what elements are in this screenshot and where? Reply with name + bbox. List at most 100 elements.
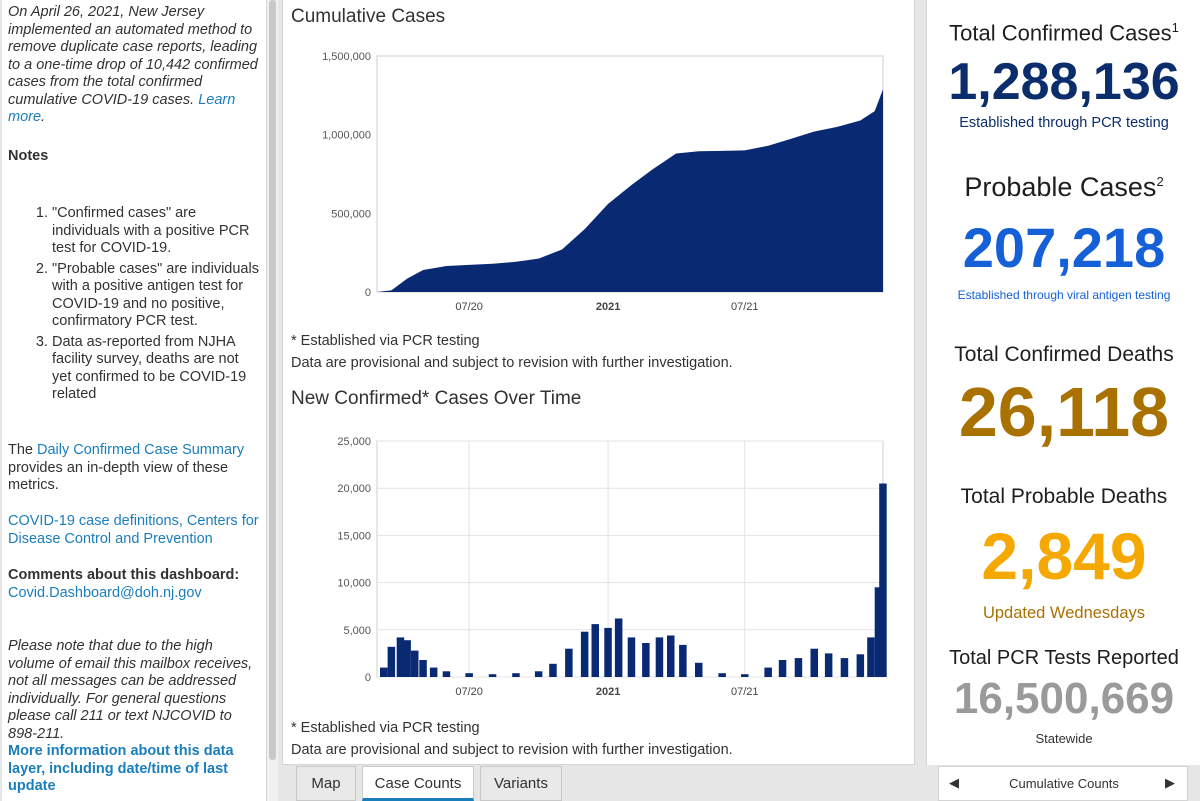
tab-map[interactable]: Map bbox=[296, 766, 356, 801]
stats-carousel-nav: ◀ Cumulative Counts ▶ bbox=[938, 766, 1188, 801]
new-cases-bar[interactable] bbox=[667, 635, 675, 678]
new-cases-bar[interactable] bbox=[642, 643, 650, 677]
new-cases-bar[interactable] bbox=[718, 673, 726, 677]
new-cases-bar[interactable] bbox=[465, 673, 473, 677]
new-cases-bar[interactable] bbox=[741, 674, 749, 677]
x-tick-label: 07/21 bbox=[731, 301, 759, 313]
notes-heading: Notes bbox=[8, 148, 49, 164]
new-cases-bar[interactable] bbox=[429, 667, 438, 677]
notes-scrollbar[interactable] bbox=[266, 0, 278, 801]
confirmed-cases-value: 1,288,136 bbox=[948, 53, 1180, 111]
y-tick-label: 1,000,000 bbox=[322, 130, 371, 142]
probable-cases-value: 207,218 bbox=[962, 216, 1166, 279]
new-cases-chart-title: New Confirmed* Cases Over Time bbox=[291, 388, 582, 409]
new-cases-bar[interactable] bbox=[488, 674, 497, 677]
confirmed-deaths-label: Total Confirmed Deaths bbox=[954, 343, 1174, 366]
new-cases-bar[interactable] bbox=[580, 631, 589, 677]
new-cases-bar[interactable] bbox=[380, 667, 388, 677]
provisional-note: Data are provisional and subject to revi… bbox=[291, 355, 733, 371]
new-cases-bar[interactable] bbox=[874, 587, 883, 677]
new-cases-bar[interactable] bbox=[840, 658, 849, 677]
new-cases-bar[interactable] bbox=[879, 483, 887, 678]
duplicate-removal-notice: On April 26, 2021, New Jersey implemente… bbox=[8, 4, 258, 126]
new-cases-bar[interactable] bbox=[403, 640, 411, 677]
y-tick-label: 0 bbox=[365, 287, 371, 299]
confirmed-cases-note: Established through PCR testing bbox=[959, 115, 1169, 131]
new-cases-bar[interactable] bbox=[627, 637, 636, 677]
probable-deaths-note: Updated Wednesdays bbox=[982, 604, 1146, 622]
note-item: "Confirmed cases" are individuals with a… bbox=[52, 205, 262, 258]
daily-summary-link[interactable]: Daily Confirmed Case Summary bbox=[37, 442, 245, 458]
new-cases-bar[interactable] bbox=[614, 618, 623, 678]
tab-case-counts[interactable]: Case Counts bbox=[362, 766, 474, 801]
probable-cases-note: Established through viral antigen testin… bbox=[957, 288, 1171, 302]
new-cases-bar[interactable] bbox=[856, 654, 865, 677]
new-cases-bar[interactable] bbox=[419, 660, 427, 677]
comments-section: Comments about this dashboard: Covid.Das… bbox=[8, 567, 240, 601]
y-tick-label: 10,000 bbox=[337, 578, 371, 590]
cdc-definitions-link[interactable]: COVID-19 case definitions, Centers for D… bbox=[8, 513, 259, 547]
y-tick-label: 15,000 bbox=[337, 530, 371, 542]
new-cases-bar[interactable] bbox=[512, 673, 520, 677]
new-cases-bar[interactable] bbox=[810, 648, 819, 677]
learn-more-link[interactable]: Learn more bbox=[8, 91, 236, 126]
confirmed-cases-label: Total Confirmed Cases1 bbox=[949, 20, 1179, 46]
x-tick-label: 2021 bbox=[596, 686, 620, 698]
pcr-tests-note: Statewide bbox=[1035, 731, 1093, 746]
x-tick-label: 07/21 bbox=[731, 686, 759, 698]
new-cases-bar[interactable] bbox=[655, 637, 664, 677]
new-cases-bar[interactable] bbox=[411, 650, 419, 677]
new-cases-bar[interactable] bbox=[764, 667, 772, 677]
dashboard-email-link[interactable]: Covid.Dashboard@doh.nj.gov bbox=[8, 584, 202, 601]
next-arrow-icon[interactable]: ▶ bbox=[1165, 775, 1175, 790]
pcr-footnote: * Established via PCR testing bbox=[291, 720, 480, 736]
pcr-tests-value: 16,500,669 bbox=[953, 674, 1175, 723]
y-tick-label: 20,000 bbox=[337, 483, 371, 495]
new-cases-bar[interactable] bbox=[396, 637, 405, 677]
new-cases-bar[interactable] bbox=[387, 646, 396, 677]
probable-deaths-value: 2,849 bbox=[981, 519, 1147, 593]
tab-variants[interactable]: Variants bbox=[480, 766, 562, 801]
notes-list: "Confirmed cases" are individuals with a… bbox=[30, 205, 262, 407]
confirmed-deaths-value: 26,118 bbox=[958, 373, 1170, 451]
scrollbar-thumb[interactable] bbox=[269, 0, 276, 760]
charts-panel: Cumulative Cases 1,500,000 1,000,000 500,0… bbox=[282, 0, 915, 765]
notes-panel: On April 26, 2021, New Jersey implemente… bbox=[2, 0, 266, 801]
pcr-tests-label: Total PCR Tests Reported bbox=[949, 647, 1179, 669]
new-cases-bar[interactable] bbox=[778, 660, 787, 677]
provisional-note: Data are provisional and subject to revi… bbox=[291, 742, 733, 758]
new-cases-bar[interactable] bbox=[534, 671, 543, 677]
note-item: Data as-reported from NJHA facility surv… bbox=[52, 334, 262, 404]
new-cases-bar[interactable] bbox=[824, 653, 833, 677]
email-disclaimer: Please note that due to the high volume … bbox=[8, 638, 253, 742]
y-tick-label: 1,500,000 bbox=[322, 51, 371, 63]
cumulative-cases-chart[interactable]: 1,500,000 1,000,000 500,000 0 07/20 2021 07/21 bbox=[283, 40, 916, 320]
y-tick-label: 25,000 bbox=[337, 436, 371, 448]
cumulative-chart-title: Cumulative Cases bbox=[291, 6, 446, 27]
carousel-label: Cumulative Counts bbox=[1009, 776, 1119, 791]
new-cases-bar[interactable] bbox=[679, 644, 687, 677]
probable-cases-label: Probable Cases2 bbox=[964, 172, 1164, 202]
new-cases-bar[interactable] bbox=[565, 648, 573, 677]
new-cases-bar[interactable] bbox=[867, 637, 875, 677]
new-cases-bar[interactable] bbox=[604, 627, 612, 677]
new-cases-bar[interactable] bbox=[549, 663, 557, 677]
daily-summary-text: The Daily Confirmed Case Summary provide… bbox=[8, 442, 245, 493]
y-tick-label: 500,000 bbox=[331, 208, 371, 220]
x-tick-label: 2021 bbox=[596, 301, 620, 313]
new-cases-bar[interactable] bbox=[794, 658, 803, 677]
new-cases-bar[interactable] bbox=[442, 671, 451, 677]
new-cases-chart[interactable]: 25,000 20,000 15,000 10,000 5,000 0 07/20 2021 0… bbox=[283, 425, 916, 705]
cumulative-cases-area[interactable] bbox=[377, 89, 883, 292]
x-tick-label: 07/20 bbox=[455, 686, 483, 698]
stats-panel: Total Confirmed Cases1 1,288,136 Establi… bbox=[926, 0, 1200, 765]
more-info-link[interactable]: More information about this data layer, … bbox=[8, 743, 234, 794]
pcr-footnote: * Established via PCR testing bbox=[291, 333, 480, 349]
new-cases-bar[interactable] bbox=[591, 624, 600, 677]
new-cases-bar[interactable] bbox=[695, 662, 703, 677]
x-tick-label: 07/20 bbox=[455, 301, 483, 313]
probable-deaths-label: Total Probable Deaths bbox=[960, 485, 1168, 508]
y-tick-label: 5,000 bbox=[343, 625, 371, 637]
y-tick-label: 0 bbox=[365, 672, 371, 684]
previous-arrow-icon[interactable]: ◀ bbox=[949, 775, 959, 790]
